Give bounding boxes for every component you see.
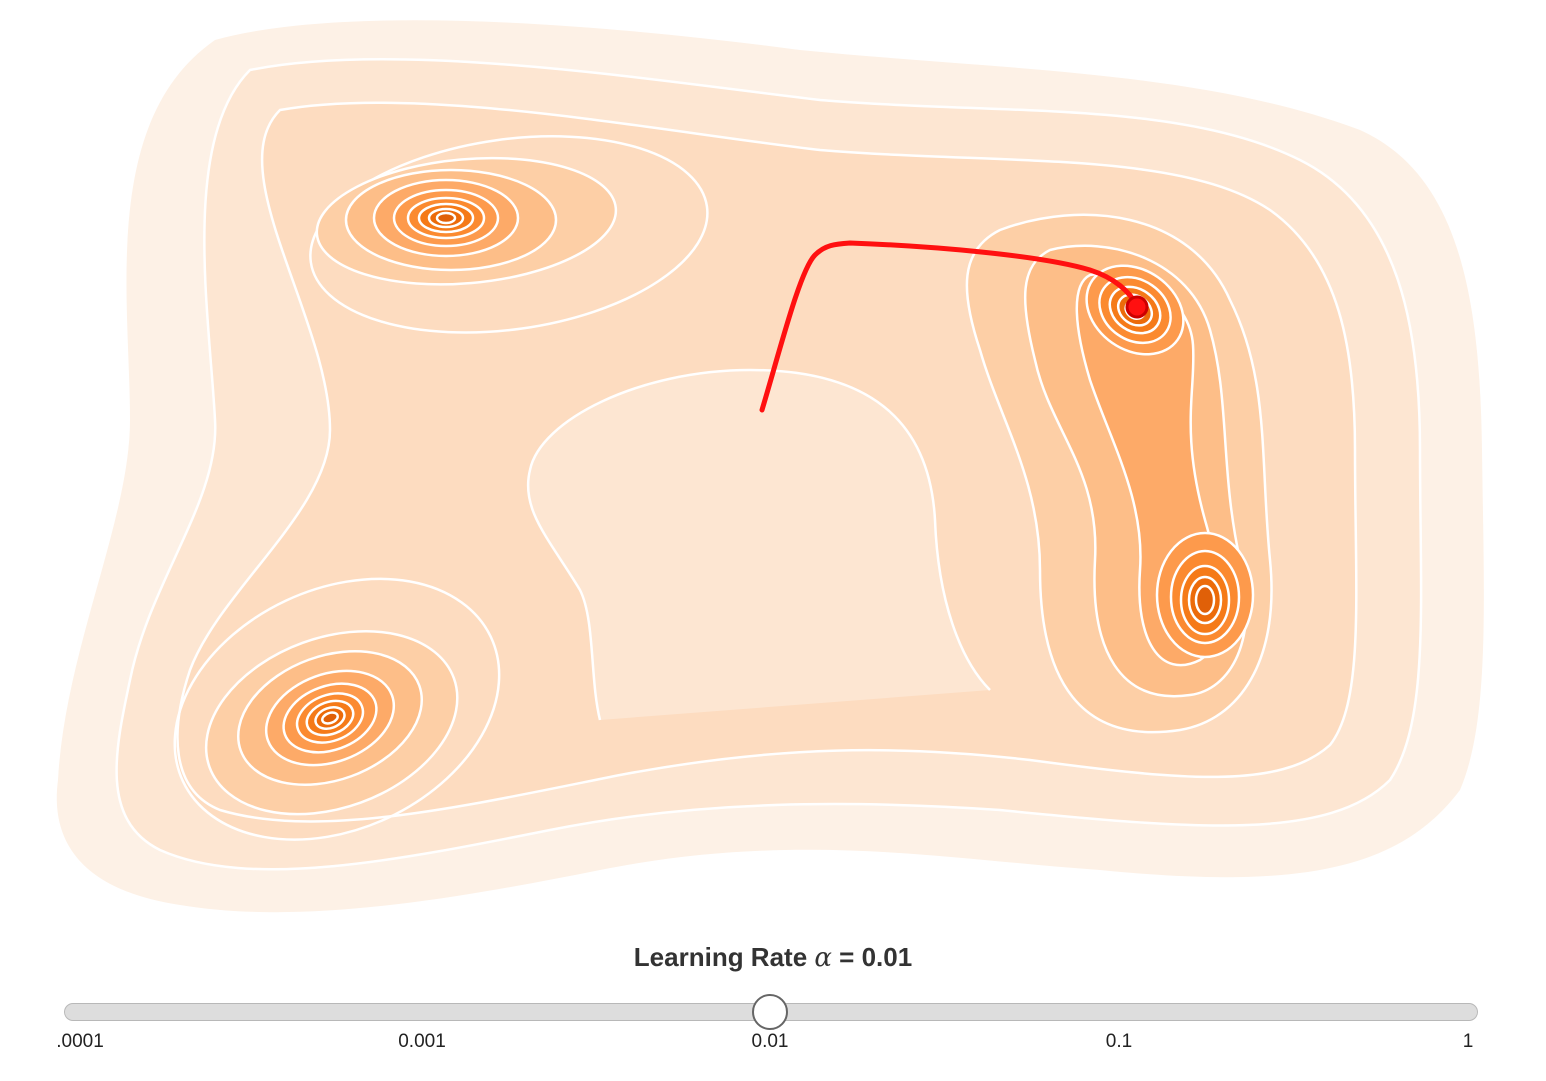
loss-surface-contour-plot[interactable] [0,0,1546,930]
contour-ring [1194,584,1216,616]
contour-line [526,368,991,721]
contour-fill-bands [56,20,1484,913]
slider-tick-label: 0.1 [1105,1031,1133,1052]
contour-lines [115,58,1423,871]
contour-band [528,370,990,720]
slider-tick-label: 0.01 [751,1031,789,1052]
contour-line [176,101,1358,823]
contour-ring [435,211,457,225]
contour-ring [321,711,339,725]
alpha-symbol: α [814,943,832,973]
learning-rate-label: Learning Rate α = 0.01 [0,942,1546,973]
learning-rate-prefix: Learning Rate [633,942,815,972]
slider-tick-label: 0.001 [398,1031,446,1052]
slider-tick-label: 1 [1462,1031,1474,1052]
learning-rate-value: = 0.01 [831,942,913,972]
slider-tick-label: .0001 [56,1031,104,1052]
contour-line [115,58,1423,871]
gradient-descent-path [759,240,1140,413]
current-parameter-marker [1125,295,1149,319]
learning-rate-slider-thumb[interactable] [752,994,788,1030]
